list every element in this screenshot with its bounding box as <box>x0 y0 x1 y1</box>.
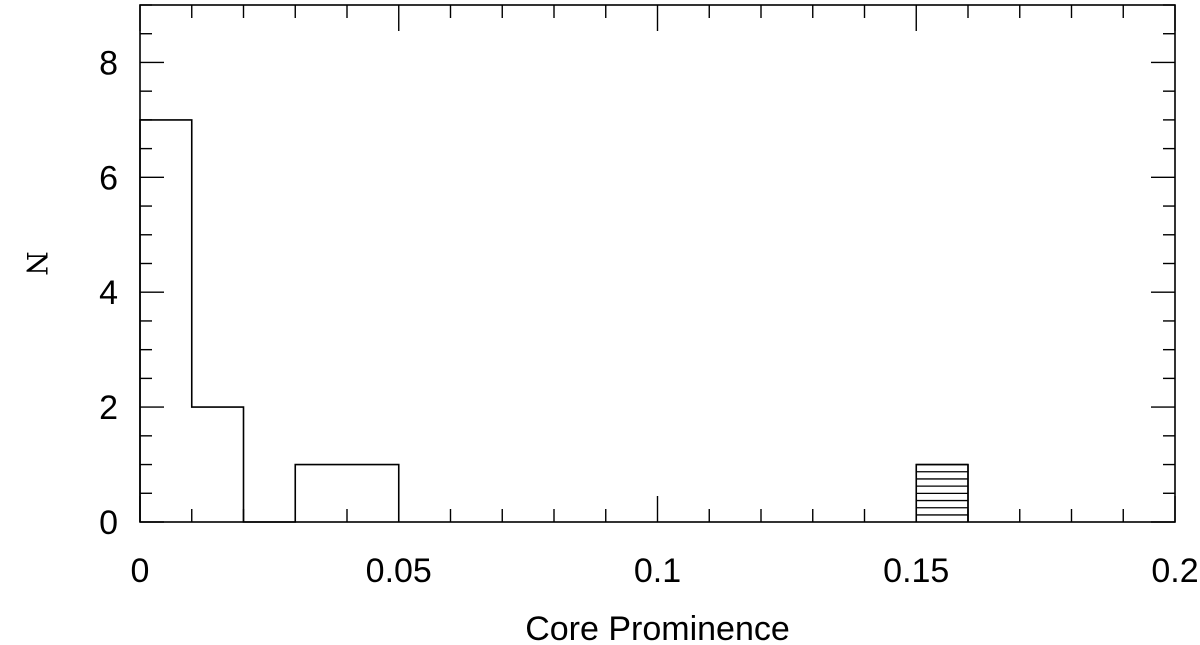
x-tick-label: 0.1 <box>634 552 681 590</box>
x-axis-title: Core Prominence <box>525 610 790 645</box>
hatched-bar <box>915 463 969 522</box>
x-tick-label: 0.05 <box>366 552 432 590</box>
histogram-outline <box>139 119 969 523</box>
y-axis-title: N <box>20 251 53 276</box>
y-tick-label: 2 <box>99 389 118 427</box>
plot-frame <box>139 4 1176 523</box>
y-tick-labels: 0 2 4 6 8 <box>99 44 118 542</box>
x-tick-labels: 0 0.05 0.1 0.15 0.2 <box>131 552 1199 590</box>
axis-ticks <box>139 4 1176 523</box>
x-tick-label: 0 <box>131 552 150 590</box>
x-tick-label: 0.15 <box>883 552 949 590</box>
y-tick-label: 4 <box>99 274 118 312</box>
y-tick-label: 6 <box>99 159 118 197</box>
y-tick-label: 8 <box>99 44 118 82</box>
hatched-bins <box>915 463 969 522</box>
y-tick-label: 0 <box>99 504 118 542</box>
x-tick-label: 0.2 <box>1151 552 1198 590</box>
